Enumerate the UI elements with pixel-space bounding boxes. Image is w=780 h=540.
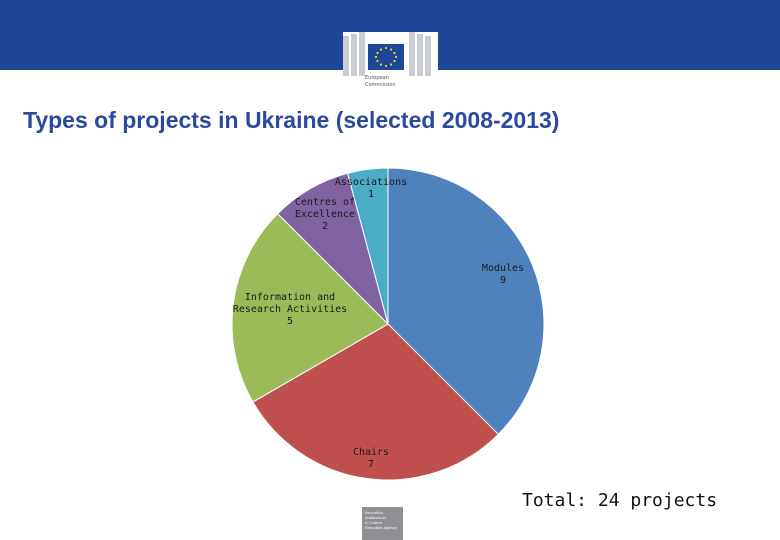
eacea-logo: Education,Audiovisual& CultureExecutive … bbox=[362, 507, 403, 540]
slice-label-modules: Modules 9 bbox=[482, 263, 524, 286]
logo-text-line1: European bbox=[365, 75, 389, 81]
eacea-logo-text: & Culture bbox=[365, 521, 383, 525]
slice-label-information-and-research-activities: Information and Research Activities 5 bbox=[233, 292, 347, 327]
slice-label-associations: Associations 1 bbox=[335, 177, 407, 200]
pie-slice-chairs bbox=[252, 323, 500, 481]
slice-label-centres-of-excellence: Centres of Excellence 2 bbox=[295, 197, 355, 232]
eacea-logo-text: Executive Agency bbox=[365, 526, 398, 530]
slice-label-chairs: Chairs 7 bbox=[353, 447, 389, 470]
header-band: European Commission bbox=[0, 0, 780, 88]
logo-text-line2: Commission bbox=[365, 82, 396, 88]
european-commission-logo: European Commission bbox=[343, 32, 438, 88]
slide-title: Types of projects in Ukraine (selected 2… bbox=[23, 107, 560, 133]
pie-slice-associations bbox=[347, 167, 389, 325]
eu-stars-icon bbox=[374, 46, 398, 68]
eacea-logo-text: Education, bbox=[365, 511, 384, 515]
pie-slice-information-and-research-activities bbox=[231, 212, 389, 403]
pie-slice-modules bbox=[387, 167, 545, 436]
total-note: Total: 24 projects bbox=[522, 490, 718, 511]
eacea-logo-text: Audiovisual bbox=[365, 516, 386, 520]
